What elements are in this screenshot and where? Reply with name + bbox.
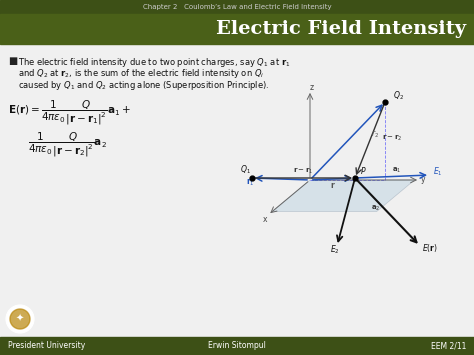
Text: Erwin Sitompul: Erwin Sitompul bbox=[208, 342, 266, 350]
Text: EEM 2/11: EEM 2/11 bbox=[430, 342, 466, 350]
Text: $Q_1$: $Q_1$ bbox=[240, 164, 251, 176]
Bar bbox=[0, 14, 474, 44]
Text: President University: President University bbox=[8, 342, 85, 350]
Text: ■: ■ bbox=[8, 56, 17, 66]
Text: $\mathbf{r}-\mathbf{r}_2$: $\mathbf{r}-\mathbf{r}_2$ bbox=[382, 133, 402, 143]
Text: $\mathbf{r}-\mathbf{r}_1$: $\mathbf{r}-\mathbf{r}_1$ bbox=[293, 166, 314, 176]
Text: z: z bbox=[310, 82, 314, 92]
Text: $Q_2$: $Q_2$ bbox=[393, 90, 404, 103]
Text: $\dfrac{1}{4\pi\varepsilon_0}\dfrac{Q}{|\mathbf{r}-\mathbf{r}_2|^2}\mathbf{a}_2$: $\dfrac{1}{4\pi\varepsilon_0}\dfrac{Q}{|… bbox=[28, 131, 107, 159]
Text: ✦: ✦ bbox=[16, 314, 24, 324]
Text: $E(\mathbf{r})$: $E(\mathbf{r})$ bbox=[422, 242, 438, 254]
Text: caused by $Q_1$ and $Q_2$ acting alone (Superposition Principle).: caused by $Q_1$ and $Q_2$ acting alone (… bbox=[18, 79, 269, 92]
Text: y: y bbox=[421, 175, 425, 185]
Polygon shape bbox=[272, 180, 414, 212]
Bar bbox=[0, 0, 474, 14]
Text: $\mathbf{a}_2$: $\mathbf{a}_2$ bbox=[371, 204, 381, 213]
Text: $E_1$: $E_1$ bbox=[433, 166, 443, 179]
Text: $E_2$: $E_2$ bbox=[330, 243, 340, 256]
Text: $\mathbf{E}(\mathbf{r}) = \dfrac{1}{4\pi\varepsilon_0}\dfrac{Q}{|\mathbf{r}-\mat: $\mathbf{E}(\mathbf{r}) = \dfrac{1}{4\pi… bbox=[8, 98, 131, 126]
Circle shape bbox=[10, 309, 30, 329]
Text: $\mathbf{r}$: $\mathbf{r}$ bbox=[329, 180, 336, 190]
Text: Electric Field Intensity: Electric Field Intensity bbox=[216, 20, 466, 38]
Circle shape bbox=[6, 305, 34, 333]
Text: and $Q_2$ at $\mathbf{r}_2$, is the sum of the electric field intensity on $Q_i$: and $Q_2$ at $\mathbf{r}_2$, is the sum … bbox=[18, 67, 264, 81]
Text: $P$: $P$ bbox=[360, 165, 366, 176]
Text: The electric field intensity due to two point charges, say $Q_1$ at $\mathbf{r}_: The electric field intensity due to two … bbox=[18, 56, 291, 69]
Text: $\mathbf{a}_1$: $\mathbf{a}_1$ bbox=[392, 166, 401, 175]
Text: $r_2$: $r_2$ bbox=[371, 129, 379, 141]
Text: $\mathbf{r}_1$: $\mathbf{r}_1$ bbox=[246, 177, 255, 189]
Text: x: x bbox=[263, 215, 267, 224]
Bar bbox=[0, 337, 474, 355]
Text: Chapter 2   Coulomb’s Law and Electric Field Intensity: Chapter 2 Coulomb’s Law and Electric Fie… bbox=[143, 4, 331, 10]
